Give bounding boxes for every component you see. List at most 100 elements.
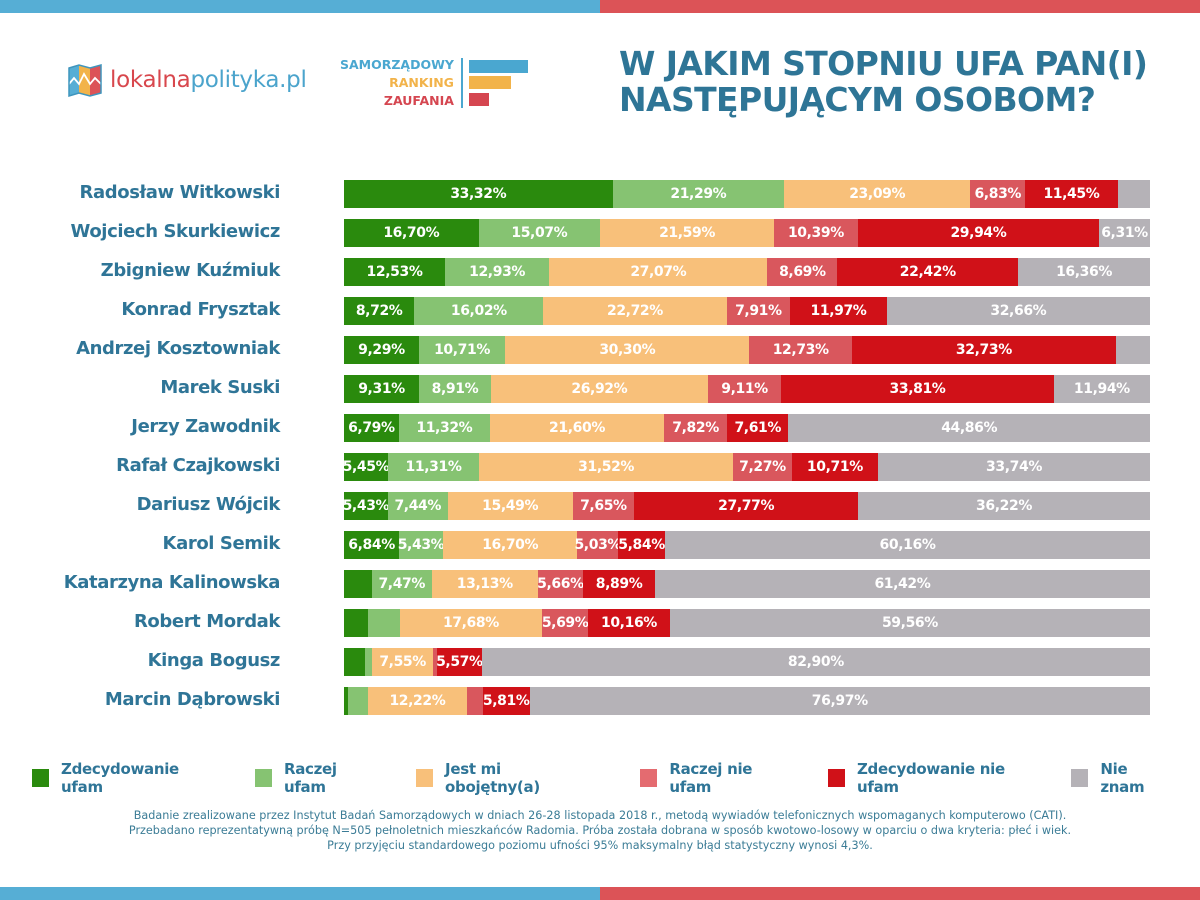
data-label: 76,97% <box>811 693 868 709</box>
bar-segment <box>433 648 437 676</box>
bottom-color-strip <box>0 887 1200 900</box>
data-label: 5,69% <box>541 615 589 631</box>
stacked-bar: 9,29% 10,71% 30,30% 12,73% 32,73% <box>344 336 1150 364</box>
data-label: 16,70% <box>482 537 539 553</box>
legend-label: Zdecydowanie nie ufam <box>856 760 1005 796</box>
bar-segment: 8,91% <box>419 375 491 403</box>
legend-item: Zdecydowanie ufam <box>32 760 217 796</box>
data-label: 8,91% <box>431 381 479 397</box>
category-label: Katarzyna Kalinowska <box>63 572 281 593</box>
bar-segment: 23,09% <box>784 180 971 208</box>
bar-segment: 32,73% <box>851 336 1116 364</box>
bar-segment: 33,81% <box>781 375 1054 403</box>
data-label: 29,94% <box>950 225 1007 241</box>
data-label: 21,29% <box>670 186 727 202</box>
data-label: 6,83% <box>974 186 1022 202</box>
data-label: 10,71% <box>806 459 863 475</box>
bar-segment: 29,94% <box>857 219 1100 247</box>
bar-segment: 9,31% <box>344 375 420 403</box>
data-label: 44,86% <box>941 420 998 436</box>
bar-segment: 11,94% <box>1053 375 1150 403</box>
category-label: Rafał Czajkowski <box>116 455 280 476</box>
data-label: 10,16% <box>601 615 657 631</box>
bar-segment: 60,16% <box>665 531 1150 559</box>
data-label: 36,22% <box>976 498 1032 514</box>
legend-swatch <box>254 769 272 787</box>
data-label: 8,89% <box>595 576 643 592</box>
bar-segment: 5,69% <box>541 609 589 637</box>
chart-title-line2: NASTĘPUJĄCYM OSOBOM? <box>619 80 1096 119</box>
stacked-bar: 17,68% 5,69% 10,16% 59,56% <box>344 609 1150 637</box>
bar-segment: 16,70% <box>442 531 578 559</box>
data-label: 16,70% <box>383 225 440 241</box>
bar-segment: 7,55% <box>372 648 434 676</box>
legend-item: Zdecydowanie nie ufam <box>827 760 1041 796</box>
category-label: Zbigniew Kuźmiuk <box>100 260 281 281</box>
bar-segment <box>1117 180 1150 208</box>
bar-segment <box>466 687 483 715</box>
stacked-bar: 7,47% 13,13% 5,66% 8,89% 61,42% <box>344 570 1150 598</box>
bar-segment: 8,89% <box>583 570 655 598</box>
ranking-word-1: SAMORZĄDOWY <box>340 57 454 72</box>
bar-segment: 61,42% <box>654 570 1150 598</box>
methodology-footnote: Badanie zrealizowane przez Instytut Bada… <box>0 808 1200 853</box>
data-label: 5,84% <box>618 537 665 553</box>
data-label: 11,31% <box>405 459 462 475</box>
bar-segment: 21,60% <box>489 414 665 442</box>
bar-segment: 7,91% <box>726 297 791 325</box>
bar-segment: 17,68% <box>399 609 543 637</box>
bar-segment <box>344 687 349 715</box>
category-label: Robert Mordak <box>133 611 280 632</box>
bar-segment: 8,72% <box>344 297 415 325</box>
chart-row: Katarzyna Kalinowska 7,47% 13,13% 5,66% 8,89… <box>0 568 1200 598</box>
legend-label: Raczej nie ufam <box>669 760 753 796</box>
data-label: 15,49% <box>482 498 539 514</box>
bar-segment: 59,56% <box>669 609 1150 637</box>
logo-text-part1: lokalna <box>110 67 191 93</box>
legend-item: Nie znam <box>1071 760 1172 796</box>
data-label: 5,03% <box>574 537 622 553</box>
data-label: 33,74% <box>986 459 1042 475</box>
legend-item: Jest mi obojętny(a) <box>416 760 592 796</box>
category-label: Jerzy Zawodnik <box>131 416 280 437</box>
data-label: 5,43% <box>342 498 390 514</box>
data-label: 8,69% <box>779 264 826 280</box>
stacked-bar: 5,43% 7,44% 15,49% 7,65% 27,77% 36,22% <box>342 492 1150 520</box>
bar-segment: 7,27% <box>733 453 792 481</box>
bar-segment: 5,43% <box>342 492 390 520</box>
data-label: 61,42% <box>874 576 931 592</box>
bar-segment <box>344 609 368 637</box>
data-label: 10,71% <box>434 342 490 358</box>
bar-segment: 12,22% <box>368 687 467 715</box>
data-label: 5,43% <box>397 537 445 553</box>
bar-segment <box>348 687 369 715</box>
data-label: 7,82% <box>672 420 719 436</box>
data-label: 12,73% <box>772 342 829 358</box>
legend-label: Jest mi obojętny(a) <box>445 760 540 796</box>
logo-text-part2: polityka.pl <box>190 67 307 93</box>
chart-row: Radosław Witkowski 33,32% 21,29% 23,09% 6,83… <box>0 178 1200 208</box>
bar-segment: 7,61% <box>727 414 789 442</box>
bar-segment: 30,30% <box>505 336 750 364</box>
bar-segment: 36,22% <box>858 492 1150 520</box>
data-label: 30,30% <box>599 342 656 358</box>
stacked-bar: 6,84% 5,43% 16,70% 5,03% 5,84% 60,16% <box>344 531 1150 559</box>
data-label: 7,65% <box>580 498 627 514</box>
data-label: 60,16% <box>879 537 936 553</box>
data-label: 7,27% <box>739 459 786 475</box>
chart-row: Zbigniew Kuźmiuk 12,53% 12,93% 27,07% 8,69% 2… <box>0 256 1200 286</box>
data-label: 7,44% <box>394 498 442 514</box>
data-label: 12,93% <box>469 264 526 280</box>
bar-segment: 8,69% <box>767 258 838 286</box>
bar-segment: 33,74% <box>878 453 1150 481</box>
data-label: 26,92% <box>571 381 628 397</box>
bar-segment: 5,81% <box>482 687 530 715</box>
bar-segment: 9,29% <box>344 336 419 364</box>
legend-label: Raczej ufam <box>283 760 337 796</box>
data-label: 23,09% <box>849 186 906 202</box>
bar-segment: 26,92% <box>490 375 708 403</box>
legend-item: Raczej nie ufam <box>640 760 792 796</box>
bar-segment: 31,52% <box>479 453 734 481</box>
top-strip-blue <box>0 0 600 13</box>
bar-segment: 27,07% <box>549 258 768 286</box>
